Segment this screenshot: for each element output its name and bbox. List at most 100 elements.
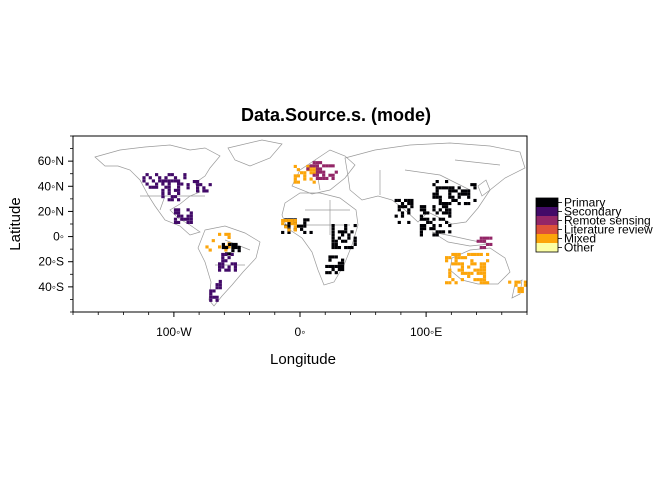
- data-cell: [341, 261, 345, 265]
- data-cell: [215, 295, 219, 299]
- data-cell: [231, 246, 235, 250]
- data-cell: [293, 228, 297, 232]
- data-cell: [419, 208, 423, 212]
- data-cell: [520, 290, 524, 294]
- y-tick-label: 40◦S: [38, 280, 64, 294]
- data-cell: [451, 198, 455, 202]
- data-cell: [429, 220, 433, 224]
- data-cell: [423, 217, 427, 221]
- data-cell: [218, 286, 222, 290]
- data-cell: [353, 236, 357, 240]
- data-cell: [158, 176, 162, 180]
- data-cell: [196, 180, 200, 184]
- data-cell: [457, 192, 461, 196]
- data-cell: [454, 189, 458, 193]
- data-cell: [167, 182, 171, 186]
- data-cell: [331, 236, 335, 240]
- data-cell: [508, 280, 512, 284]
- data-cell: [441, 205, 446, 209]
- data-cell: [482, 239, 487, 243]
- data-cell: [334, 239, 338, 243]
- data-cell: [476, 252, 480, 256]
- data-cell: [173, 195, 178, 199]
- data-cell: [227, 232, 231, 236]
- data-cell: [199, 183, 203, 187]
- data-cell: [173, 188, 178, 192]
- data-cell: [445, 208, 449, 212]
- data-cell: [489, 236, 493, 240]
- data-cell: [303, 177, 307, 181]
- data-cell: [448, 224, 452, 228]
- data-cell: [482, 262, 487, 266]
- data-cell: [435, 211, 439, 215]
- data-cell: [445, 202, 449, 206]
- data-cell: [460, 256, 464, 260]
- data-cell: [287, 228, 291, 232]
- data-cell: [486, 236, 490, 240]
- data-cell: [183, 176, 187, 180]
- data-cell: [322, 164, 326, 168]
- data-cell: [344, 246, 348, 250]
- data-cell: [476, 239, 480, 243]
- data-cell: [293, 177, 297, 181]
- data-cell: [170, 179, 174, 183]
- data-cell: [463, 202, 468, 206]
- data-cell: [467, 189, 471, 193]
- data-cell: [300, 171, 304, 175]
- data-cell: [482, 281, 487, 285]
- data-cell: [233, 268, 237, 272]
- data-cell: [306, 164, 310, 168]
- data-cell: [331, 255, 335, 259]
- data-cell: [315, 173, 319, 177]
- data-cell: [341, 239, 345, 243]
- map-panel: [72, 135, 528, 313]
- data-cell: [303, 174, 307, 178]
- data-cell: [432, 192, 436, 196]
- data-cell: [435, 189, 439, 193]
- data-cell: [479, 271, 483, 275]
- data-cell: [419, 224, 423, 228]
- data-cell: [331, 173, 335, 177]
- legend-label: Remote sensing: [564, 214, 651, 228]
- data-cell: [224, 248, 228, 252]
- data-cell: [334, 255, 338, 259]
- data-cell: [177, 188, 181, 192]
- data-cell: [460, 262, 464, 266]
- data-cell: [215, 286, 219, 290]
- data-cell: [438, 195, 442, 199]
- legend-swatch: [536, 198, 558, 207]
- data-cell: [221, 265, 225, 269]
- data-cell: [451, 252, 455, 256]
- data-cell: [486, 259, 490, 263]
- data-cell: [407, 198, 411, 202]
- data-cell: [183, 173, 187, 177]
- data-cell: [287, 230, 291, 234]
- data-cell: [322, 176, 326, 180]
- data-cell: [347, 233, 351, 237]
- data-cell: [183, 217, 187, 221]
- legend-label: Other: [564, 241, 594, 255]
- data-cell: [514, 280, 518, 284]
- data-cell: [463, 192, 468, 196]
- data-cell: [331, 246, 335, 250]
- data-cell: [454, 262, 458, 266]
- data-cell: [432, 183, 436, 187]
- data-cell: [281, 222, 285, 226]
- x-tick-label: 100◦W: [156, 325, 192, 339]
- data-cell: [189, 214, 193, 218]
- legend-label: Secondary: [564, 205, 621, 219]
- data-cell: [309, 230, 313, 234]
- data-cell: [448, 192, 452, 196]
- data-cell: [325, 176, 329, 180]
- data-cell: [177, 214, 181, 218]
- data-cell: [177, 191, 181, 195]
- data-cell: [429, 227, 433, 231]
- data-cell: [438, 217, 442, 221]
- data-cell: [173, 208, 178, 212]
- data-cell: [467, 274, 471, 278]
- data-cell: [350, 230, 354, 234]
- data-cell: [325, 264, 329, 268]
- y-tick-label: 40◦N: [38, 179, 64, 193]
- data-cell: [312, 161, 316, 165]
